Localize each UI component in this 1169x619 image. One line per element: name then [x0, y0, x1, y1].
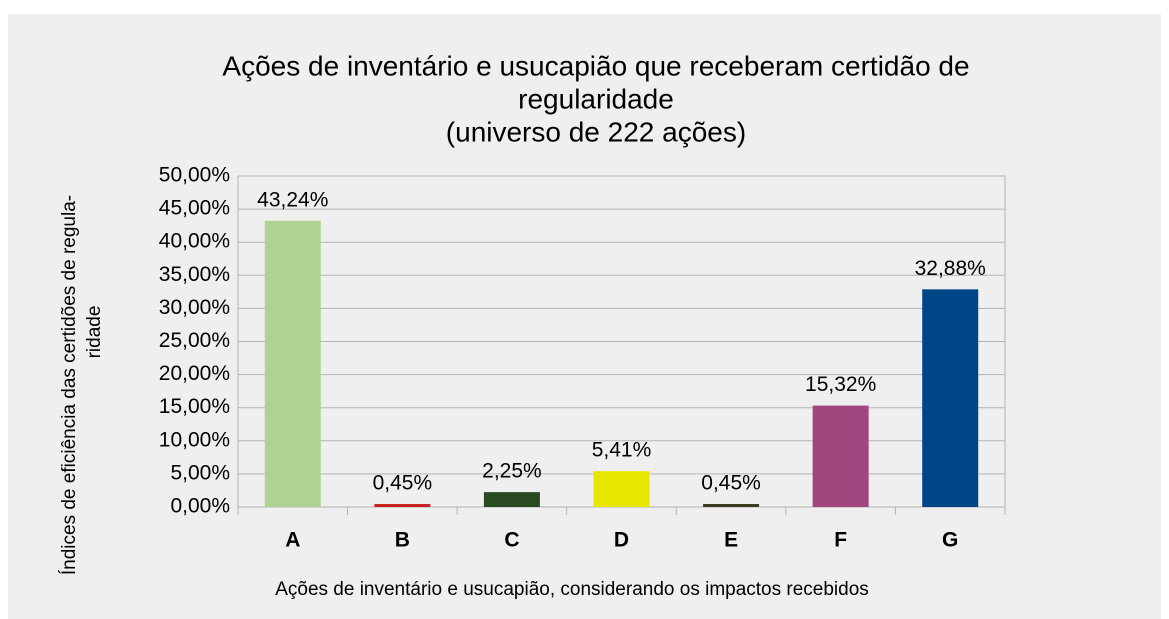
data-label: 5,41%: [592, 439, 652, 462]
data-label: 2,25%: [482, 460, 542, 483]
y-axis-label: ridade: [84, 306, 105, 359]
x-tick-label: G: [942, 529, 958, 552]
bar: [374, 504, 431, 507]
chart-title: Ações de inventário e usucapião que rece…: [222, 50, 969, 81]
y-tick-label: 40,00%: [159, 230, 230, 253]
y-tick-label: 0,00%: [170, 495, 230, 518]
chart-title: regularidade: [518, 83, 674, 114]
bar: [264, 220, 321, 507]
x-tick-label: C: [504, 529, 519, 552]
y-tick-label: 5,00%: [170, 461, 230, 484]
chart-title: (universo de 222 ações): [446, 116, 746, 147]
data-label: 15,32%: [805, 373, 876, 396]
y-tick-label: 35,00%: [159, 263, 230, 286]
y-tick-label: 10,00%: [159, 428, 230, 451]
data-label: 32,88%: [915, 257, 986, 280]
data-label: 43,24%: [257, 188, 328, 211]
y-tick-label: 30,00%: [159, 296, 230, 319]
y-tick-label: 45,00%: [159, 197, 230, 220]
bar: [483, 492, 540, 507]
data-label: 0,45%: [373, 472, 433, 495]
bar: [812, 405, 869, 507]
bar: [593, 471, 650, 507]
y-axis-label: Índices de eficiência das certidões de r…: [59, 195, 80, 575]
x-tick-label: E: [724, 529, 738, 552]
bar: [703, 504, 760, 507]
x-axis-label: Ações de inventário e usucapião, conside…: [275, 579, 869, 600]
x-tick-label: F: [834, 529, 847, 552]
x-tick-label: A: [285, 529, 300, 552]
x-tick-label: D: [614, 529, 629, 552]
x-tick-label: B: [395, 529, 410, 552]
y-tick-label: 25,00%: [159, 329, 230, 352]
y-tick-label: 20,00%: [159, 362, 230, 385]
bar: [922, 289, 979, 507]
y-tick-label: 15,00%: [159, 395, 230, 418]
data-label: 0,45%: [701, 472, 761, 495]
y-tick-label: 50,00%: [159, 164, 230, 187]
